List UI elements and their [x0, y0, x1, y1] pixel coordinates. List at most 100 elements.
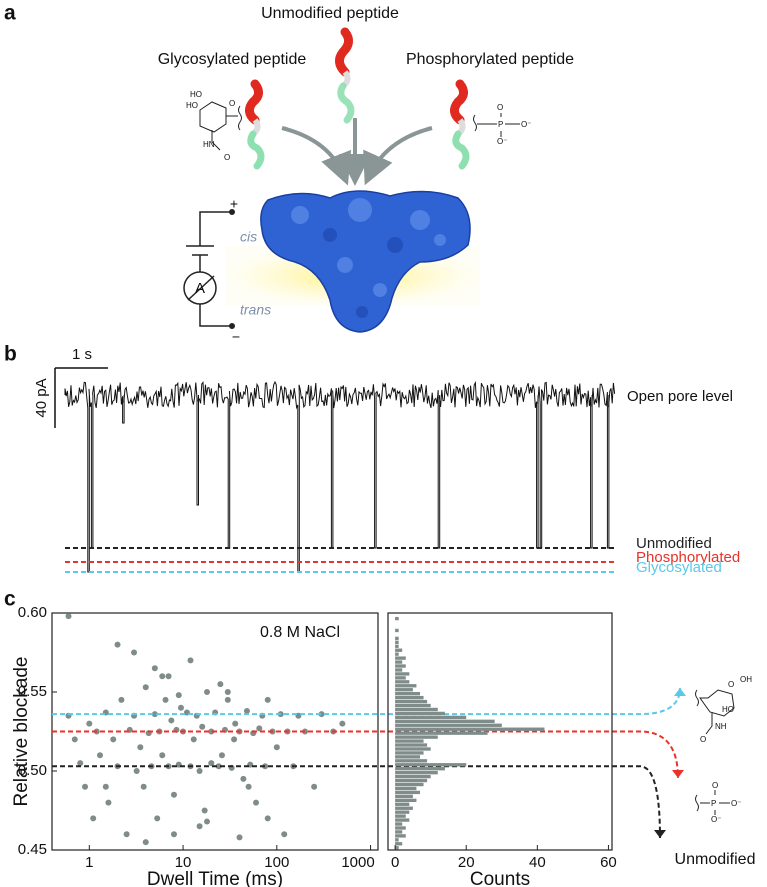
point	[232, 720, 239, 727]
reference-arrow	[612, 765, 661, 839]
current-trace	[64, 380, 616, 573]
point	[110, 736, 117, 743]
atom: HO	[190, 90, 202, 99]
point	[264, 696, 271, 703]
x-tick-label: 100	[264, 854, 289, 871]
time-scale: 1 s	[72, 346, 92, 363]
histogram-bar	[395, 699, 428, 704]
point	[236, 834, 243, 841]
histogram-bar	[395, 763, 467, 767]
atom: O	[712, 781, 718, 790]
histogram-bar	[395, 656, 406, 660]
point	[151, 665, 158, 672]
point	[208, 760, 215, 767]
peptide-glycosylated	[199, 79, 265, 170]
level-label: Glycosylated	[636, 559, 722, 576]
cis: cis	[240, 229, 257, 245]
point	[123, 831, 130, 838]
histogram-bar	[395, 790, 420, 795]
plot-frame	[387, 612, 613, 851]
x-tick-label: 1	[85, 854, 93, 871]
peptide-unmodified	[335, 27, 355, 124]
x-axis-title: Dwell Time (ms)	[147, 869, 283, 887]
point	[177, 704, 184, 711]
point	[90, 815, 97, 822]
histogram-bar	[395, 688, 413, 692]
circuit	[183, 211, 232, 327]
atom: P	[498, 120, 503, 129]
histogram-bar	[395, 640, 399, 644]
histogram-bar	[395, 822, 403, 826]
histogram-bar	[395, 695, 424, 700]
arrows	[281, 118, 433, 186]
reference-arrow	[612, 687, 681, 716]
point	[196, 768, 203, 774]
point	[264, 815, 271, 822]
atom: P	[711, 799, 716, 808]
point	[256, 725, 263, 732]
x-tick-label: 20	[458, 854, 475, 871]
histogram-bar	[395, 747, 431, 751]
histogram-bar	[395, 715, 467, 720]
point	[170, 791, 177, 798]
point	[170, 831, 177, 838]
point	[190, 736, 197, 743]
point	[86, 720, 93, 727]
histogram-bar	[395, 731, 488, 735]
glycosylated-label: Glycosylated peptide	[158, 51, 307, 68]
point	[302, 728, 309, 735]
histogram-bar	[395, 802, 410, 806]
point	[71, 736, 78, 743]
y-tick-label: 0.50	[18, 762, 47, 779]
point	[165, 673, 172, 680]
histogram-bar	[395, 810, 410, 814]
point	[243, 707, 250, 714]
histogram-bar	[395, 751, 424, 755]
point	[175, 692, 182, 699]
x-tick-label: 60	[600, 854, 617, 871]
histogram-bar	[395, 644, 399, 648]
open-pore-label: Open pore level	[627, 388, 733, 405]
histogram-bar	[395, 834, 406, 838]
histogram-bar	[395, 707, 438, 712]
histogram-bar	[395, 826, 406, 830]
point	[224, 689, 231, 695]
point	[224, 696, 231, 703]
current-scale: 40 pA	[33, 378, 50, 417]
histogram-bar	[395, 660, 403, 664]
level-label: Unmodified	[636, 535, 712, 552]
x-tick-label: 1000	[341, 854, 374, 871]
histogram-bar	[395, 672, 410, 676]
atom: O	[497, 103, 503, 112]
atom: O	[728, 680, 734, 689]
histogram-bar	[395, 830, 403, 834]
y-tick-label: 0.60	[18, 604, 47, 621]
point	[281, 831, 288, 838]
histogram-bar	[395, 771, 438, 775]
atom: O⁻	[497, 137, 507, 146]
arrow-head	[672, 770, 684, 778]
point	[82, 783, 89, 790]
point	[133, 768, 140, 774]
histogram-bar	[395, 628, 399, 633]
level-label: Phosphorylated	[636, 549, 740, 566]
annotation: 0.8 M NaCl	[260, 624, 340, 641]
histogram-bar	[395, 711, 445, 716]
point	[154, 815, 161, 822]
scale-bar	[54, 367, 108, 428]
point	[187, 657, 194, 664]
histogram-bar	[395, 846, 399, 850]
point	[65, 613, 72, 620]
histogram-bar	[395, 818, 410, 822]
point	[151, 711, 158, 718]
atom: O	[700, 735, 706, 744]
atom: HN	[203, 140, 215, 149]
y-tick-label: 0.45	[18, 841, 47, 858]
point	[159, 673, 166, 680]
point	[311, 783, 318, 790]
reference-arrow	[612, 730, 679, 779]
histogram-bar	[395, 727, 545, 731]
arrow-head	[654, 830, 666, 838]
atom: O	[229, 99, 235, 108]
